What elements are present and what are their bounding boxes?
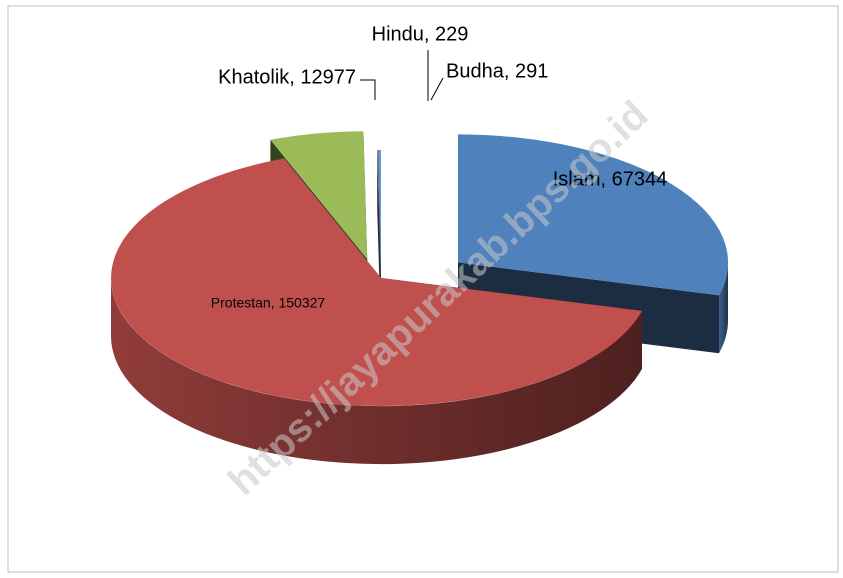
data-label: Islam, 67344 xyxy=(553,168,668,190)
slice xyxy=(270,131,368,260)
slice xyxy=(111,158,643,406)
leader-line xyxy=(360,79,376,100)
slice-side xyxy=(110,278,642,465)
data-label: Khatolik, 12977 xyxy=(218,66,356,88)
slice xyxy=(458,134,729,296)
data-label: Hindu, 229 xyxy=(372,23,469,45)
labels: Islam, 67344 Protestan, 150327 Khatolik, 1… xyxy=(211,23,667,310)
leader-line xyxy=(430,77,444,101)
data-label: Protestan, 150327 xyxy=(211,295,326,311)
data-label: Budha, 291 xyxy=(446,60,548,82)
pie xyxy=(110,131,729,465)
slice-side xyxy=(719,262,729,354)
slice xyxy=(377,149,381,278)
slice xyxy=(378,149,381,278)
